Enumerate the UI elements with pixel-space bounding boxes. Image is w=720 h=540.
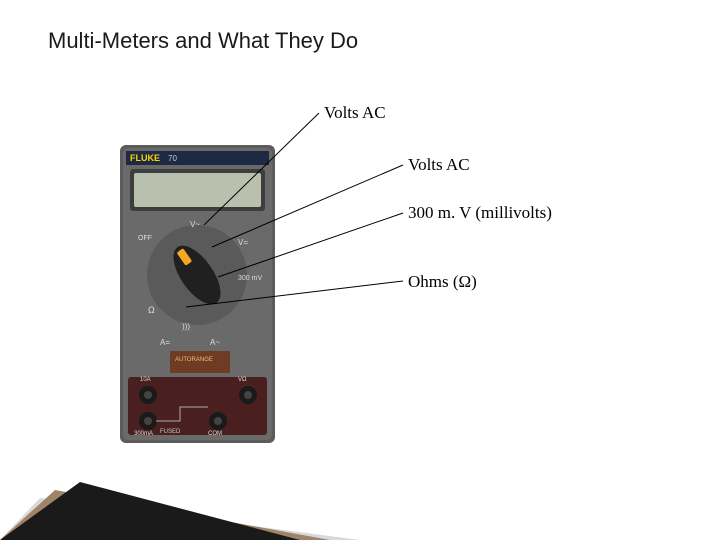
svg-text:FUSED: FUSED <box>160 429 181 435</box>
callout-lines <box>0 0 720 540</box>
label-ohms: Ohms (Ω) <box>408 272 477 292</box>
svg-text:))): ))) <box>182 322 190 331</box>
svg-text:VΩ: VΩ <box>238 377 247 383</box>
svg-text:300 mV: 300 mV <box>238 275 262 282</box>
svg-text:70: 70 <box>168 154 177 163</box>
svg-text:V=: V= <box>238 238 248 247</box>
svg-text:10A: 10A <box>140 377 151 383</box>
svg-text:Ω: Ω <box>148 305 155 315</box>
label-millivolts: 300 m. V (millivolts) <box>408 203 552 223</box>
multimeter-image: FLUKE 70 OFF V~ V= 300 mV Ω ))) A= A~ AU… <box>120 145 275 443</box>
svg-text:A~: A~ <box>210 338 220 347</box>
svg-text:AUTORANGE: AUTORANGE <box>175 357 213 363</box>
label-volts-ac-2: Volts AC <box>408 155 470 175</box>
slide-decoration <box>0 480 360 540</box>
svg-text:V~: V~ <box>190 220 200 229</box>
svg-text:FLUKE: FLUKE <box>130 153 160 163</box>
svg-text:A=: A= <box>160 338 170 347</box>
svg-text:300mA: 300mA <box>134 431 153 437</box>
svg-text:COM: COM <box>208 431 222 437</box>
svg-text:OFF: OFF <box>138 235 152 242</box>
label-volts-ac-1: Volts AC <box>324 103 386 123</box>
page-title: Multi-Meters and What They Do <box>48 28 358 54</box>
